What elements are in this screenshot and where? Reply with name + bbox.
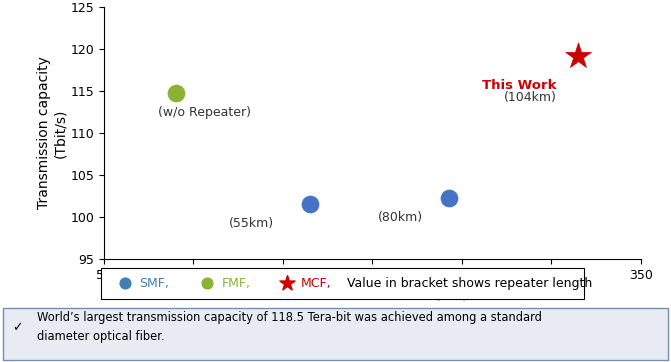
Text: ✓: ✓ [12, 321, 23, 334]
Text: (80km): (80km) [377, 211, 423, 224]
Y-axis label: Transmission capacity
(Tbit/s): Transmission capacity (Tbit/s) [38, 56, 68, 210]
Point [305, 201, 315, 207]
Text: FMF,: FMF, [221, 277, 250, 290]
Text: (104km): (104km) [504, 91, 557, 104]
Text: World’s largest transmission capacity of 118.5 Tera-bit was achieved among a sta: World’s largest transmission capacity of… [37, 311, 541, 343]
Point [119, 280, 130, 286]
Point [444, 195, 455, 201]
Text: MCF,: MCF, [301, 277, 331, 290]
Text: Value in bracket shows repeater length: Value in bracket shows repeater length [347, 277, 592, 290]
Text: SMF,: SMF, [140, 277, 169, 290]
Point [281, 280, 292, 286]
Text: This Work: This Work [482, 79, 557, 92]
Point [573, 53, 584, 59]
Point [201, 280, 212, 286]
Point [170, 90, 181, 96]
Text: (55km): (55km) [229, 217, 274, 230]
FancyBboxPatch shape [3, 308, 668, 360]
X-axis label: Transmission distance (km): Transmission distance (km) [278, 287, 467, 301]
Text: (w/o Repeater): (w/o Repeater) [158, 106, 251, 119]
